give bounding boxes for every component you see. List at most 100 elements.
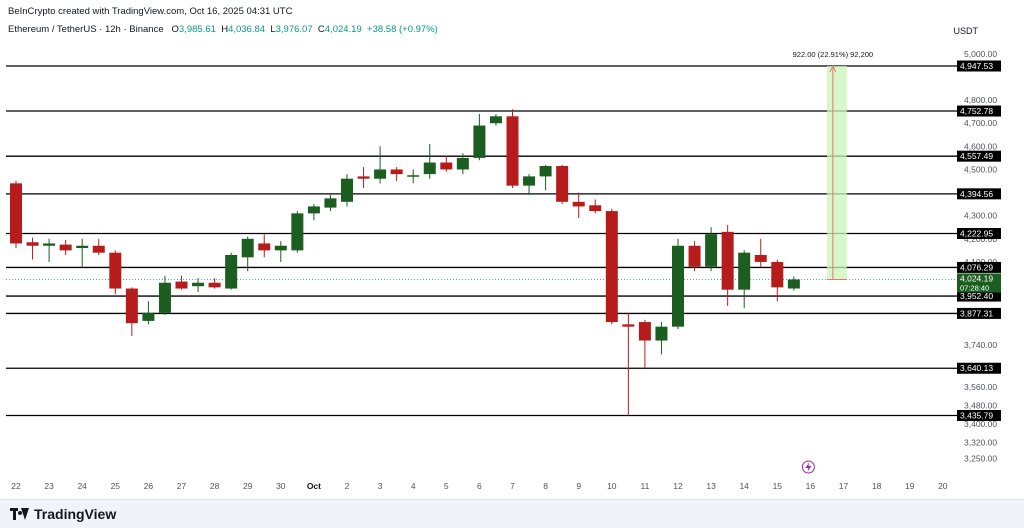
x-axis-tick-label: 10: [607, 481, 617, 491]
level-price-tag[interactable]: [957, 228, 1001, 240]
symbol-legend: Ethereum / TetherUS · 12h · Binance O3,9…: [8, 24, 438, 35]
candle-up[interactable]: [423, 162, 436, 175]
candle-down[interactable]: [175, 281, 188, 289]
price-range-measure[interactable]: [826, 66, 847, 280]
candle-down[interactable]: [605, 211, 618, 323]
x-axis-tick-label: 6: [477, 481, 482, 491]
level-price-tag[interactable]: [957, 105, 1001, 117]
candle-down[interactable]: [208, 282, 221, 288]
candle-up[interactable]: [738, 252, 751, 290]
low-value: 3,976.07: [275, 24, 313, 35]
candle-down[interactable]: [754, 255, 767, 262]
x-axis-tick-label: 30: [276, 481, 286, 491]
y-axis-tick-label: 3,320.00: [964, 437, 997, 447]
candle-up[interactable]: [225, 255, 238, 289]
y-axis-tick-label: 4,600.00: [964, 141, 997, 151]
current-price-tag[interactable]: [957, 273, 1001, 293]
candle-down[interactable]: [59, 244, 72, 251]
candle-up[interactable]: [374, 169, 387, 179]
candle-up[interactable]: [274, 245, 287, 251]
x-axis-tick-label: 19: [905, 481, 915, 491]
level-price-tag[interactable]: [957, 290, 1001, 302]
x-axis-tick-label: Oct: [307, 481, 321, 491]
candle-up[interactable]: [672, 245, 684, 327]
candle-down[interactable]: [572, 201, 585, 207]
level-price-tag[interactable]: [957, 261, 1001, 273]
level-price-label: 4,752.78: [960, 106, 993, 116]
candle-down[interactable]: [390, 169, 403, 175]
candle-up[interactable]: [307, 206, 320, 214]
candle-down[interactable]: [125, 288, 138, 324]
symbol-name[interactable]: Ethereum / TetherUS · 12h · Binance: [8, 24, 164, 35]
candle-up[interactable]: [655, 326, 668, 341]
candle-up[interactable]: [705, 234, 718, 267]
candle-up[interactable]: [473, 125, 486, 158]
candle-up[interactable]: [787, 279, 800, 289]
candle-down[interactable]: [589, 205, 602, 212]
x-axis-tick-label: 9: [576, 481, 581, 491]
lightning-event-glyph: [805, 462, 812, 472]
candle-up[interactable]: [324, 198, 337, 208]
candle-down[interactable]: [440, 162, 453, 170]
y-axis-tick-label: 4,800.00: [964, 95, 997, 105]
candle-down[interactable]: [622, 324, 635, 327]
candle-up[interactable]: [407, 175, 420, 177]
candle-down[interactable]: [506, 116, 519, 186]
candle-down[interactable]: [688, 245, 701, 267]
x-axis-tick-label: 26: [144, 481, 154, 491]
candle-down[interactable]: [721, 231, 734, 290]
candle-down[interactable]: [556, 165, 569, 202]
quote-currency[interactable]: USDT: [953, 26, 979, 36]
level-price-tag[interactable]: [957, 60, 1001, 72]
level-price-label: 4,394.56: [960, 189, 993, 199]
y-axis-tick-label: 4,700.00: [964, 118, 997, 128]
candlestick-chart[interactable]: 922.00 (22.91%) 92,200 5,000.004,800.004,…: [0, 0, 1024, 500]
x-axis-tick-label: 17: [839, 481, 849, 491]
candle-down[interactable]: [771, 261, 784, 288]
x-axis-tick-label: 7: [510, 481, 515, 491]
candle-up[interactable]: [489, 116, 502, 124]
high-label: H: [221, 24, 229, 35]
candle-down[interactable]: [258, 243, 271, 251]
candle-up[interactable]: [341, 178, 353, 202]
candle-down[interactable]: [638, 322, 651, 341]
x-axis-tick-label: 28: [210, 481, 220, 491]
candle-down[interactable]: [92, 245, 105, 253]
candle-up[interactable]: [539, 165, 552, 177]
candle-up[interactable]: [192, 282, 205, 287]
level-price-tag[interactable]: [957, 409, 1001, 421]
x-axis-tick-label: 2: [345, 481, 350, 491]
candle-down[interactable]: [10, 183, 22, 244]
level-price-label: 4,557.49: [960, 151, 993, 161]
candle-down[interactable]: [357, 176, 370, 179]
high-value: 4,036.84: [228, 24, 266, 35]
level-price-tag[interactable]: [957, 188, 1001, 200]
level-price-label: 4,222.95: [960, 229, 993, 239]
candle-up[interactable]: [158, 282, 171, 313]
level-price-tag[interactable]: [957, 307, 1001, 319]
x-axis-tick-label: 5: [444, 481, 449, 491]
x-axis-tick-label: 23: [44, 481, 54, 491]
level-price-tag[interactable]: [957, 150, 1001, 162]
footer-bar: TradingView: [0, 499, 1024, 528]
lightning-event-icon[interactable]: [801, 460, 815, 474]
level-price-tag[interactable]: [957, 362, 1001, 374]
candle-up[interactable]: [523, 176, 536, 186]
candle-up[interactable]: [43, 243, 56, 246]
candle-up[interactable]: [291, 213, 304, 251]
y-axis-tick-label: 5,000.00: [964, 49, 997, 59]
brand-name: TradingView: [34, 506, 117, 522]
x-axis-tick-label: 29: [243, 481, 253, 491]
candle-up[interactable]: [142, 312, 155, 321]
measure-label: 922.00 (22.91%) 92,200: [793, 50, 873, 59]
candle-up[interactable]: [76, 245, 89, 249]
candle-down[interactable]: [26, 242, 39, 246]
x-axis-tick-label: 15: [773, 481, 783, 491]
y-axis-tick-label: 3,560.00: [964, 382, 997, 392]
candle-up[interactable]: [241, 238, 254, 258]
candle-down[interactable]: [109, 252, 122, 289]
candle-up[interactable]: [456, 157, 469, 170]
x-axis-tick-label: 18: [872, 481, 882, 491]
x-axis-tick-label: 14: [739, 481, 749, 491]
tradingview-logo[interactable]: TradingView: [10, 506, 116, 522]
